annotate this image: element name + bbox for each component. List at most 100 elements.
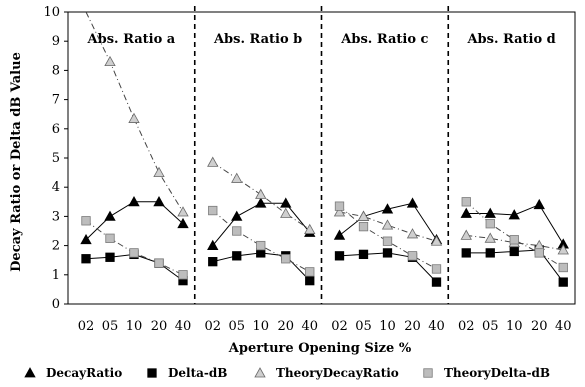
data-point: [382, 236, 393, 246]
series-delta-db: [461, 245, 568, 287]
data-point: [153, 195, 165, 207]
data-point: [104, 210, 116, 221]
data-point: [534, 248, 544, 258]
data-point: [81, 216, 91, 226]
legend-label: TheoryDelta-dB: [444, 366, 550, 380]
legend-label: TheoryDecayRatio: [276, 366, 399, 380]
series-line: [339, 211, 437, 242]
series-layer: [80, 11, 569, 287]
data-point: [381, 219, 394, 230]
data-point: [358, 221, 369, 232]
data-point: [305, 275, 315, 286]
data-point: [281, 254, 291, 264]
data-point: [484, 207, 496, 218]
x-tick-label: 02: [78, 319, 95, 334]
x-tick-label: 05: [228, 319, 245, 334]
data-point: [485, 219, 495, 229]
legend-label: Delta-dB: [168, 366, 227, 380]
data-point: [304, 223, 316, 234]
data-point: [333, 229, 346, 240]
data-point: [430, 235, 443, 246]
data-point: [81, 254, 91, 264]
data-point: [333, 206, 346, 217]
x-tick-label: 20: [151, 319, 168, 334]
x-axis-title: Aperture Opening Size %: [228, 341, 412, 356]
data-point: [358, 249, 369, 260]
x-tick-label: 20: [404, 319, 421, 334]
data-point: [254, 367, 266, 378]
data-point: [509, 235, 519, 245]
panel-dividers: [193, 6, 450, 304]
data-point: [484, 232, 496, 243]
y-tick-label: 1: [52, 268, 60, 283]
x-tick-label: 20: [531, 319, 548, 334]
data-point: [231, 172, 243, 183]
data-point: [407, 251, 418, 261]
x-tick-label: 02: [331, 319, 348, 334]
y-tick-label: 0: [52, 297, 60, 312]
x-tick-label: 40: [428, 319, 445, 334]
x-tick-label: 05: [102, 319, 119, 334]
series-theorydelta-db: [334, 201, 442, 274]
data-point: [231, 210, 243, 221]
series-decayratio: [207, 197, 316, 251]
y-tick-label: 10: [43, 5, 60, 20]
data-point: [129, 248, 139, 258]
x-tick-label: 10: [126, 319, 143, 334]
x-tick-label: 10: [506, 319, 523, 334]
series-decayratio: [460, 198, 569, 249]
data-point: [334, 251, 345, 261]
series-theorydecayratio: [85, 11, 189, 217]
legend: DecayRatio Delta-dB TheoryDecayRatio Theory…: [24, 366, 550, 380]
x-tick-label: 05: [355, 319, 372, 334]
data-point: [177, 206, 189, 217]
legend-item: TheoryDelta-dB: [423, 366, 550, 380]
y-axis-title: Decay Ratio or Delta dB Value: [9, 52, 24, 272]
data-point: [381, 203, 394, 214]
x-tick-label: 20: [277, 319, 294, 334]
data-point: [208, 205, 218, 216]
data-point: [509, 246, 519, 257]
series-theorydecayratio: [333, 206, 443, 246]
y-tick-label: 7: [52, 93, 60, 108]
panel-title: Abs. Ratio b: [213, 32, 302, 47]
x-tick-label: 40: [555, 319, 572, 334]
series-theorydelta-db: [208, 205, 315, 277]
data-point: [128, 112, 140, 123]
y-tick-label: 4: [52, 180, 60, 195]
panel-title: Abs. Ratio a: [87, 32, 176, 47]
data-point: [557, 244, 569, 255]
series-delta-db: [334, 248, 442, 287]
data-point: [508, 209, 520, 220]
data-point: [154, 258, 164, 268]
data-point: [460, 229, 472, 240]
data-point: [207, 156, 219, 167]
data-point: [280, 197, 292, 208]
data-point: [255, 197, 267, 208]
legend-label: DecayRatio: [46, 366, 122, 380]
data-point: [177, 217, 189, 229]
data-point: [461, 197, 471, 207]
y-tick-label: 3: [52, 209, 60, 224]
data-point: [305, 267, 315, 277]
data-point: [406, 228, 419, 239]
data-point: [153, 166, 165, 178]
data-point: [105, 233, 115, 243]
series-line: [212, 202, 311, 246]
series-line: [85, 220, 184, 276]
data-point: [558, 277, 568, 287]
data-point: [280, 207, 292, 218]
y-tick-label: 9: [52, 34, 60, 49]
x-tick-label: 05: [482, 319, 499, 334]
data-point: [24, 367, 36, 378]
data-point: [485, 248, 495, 258]
data-point: [334, 201, 345, 211]
data-point: [207, 239, 219, 251]
y-axis: 0 1 2 3 4 5 6 7 8 9 10: [43, 5, 68, 312]
legend-item: Delta-dB: [147, 366, 227, 380]
data-point: [357, 210, 370, 221]
series-decayratio: [80, 195, 189, 245]
data-point: [232, 251, 242, 261]
data-point: [431, 264, 442, 274]
x-tick-label: 40: [175, 319, 192, 334]
